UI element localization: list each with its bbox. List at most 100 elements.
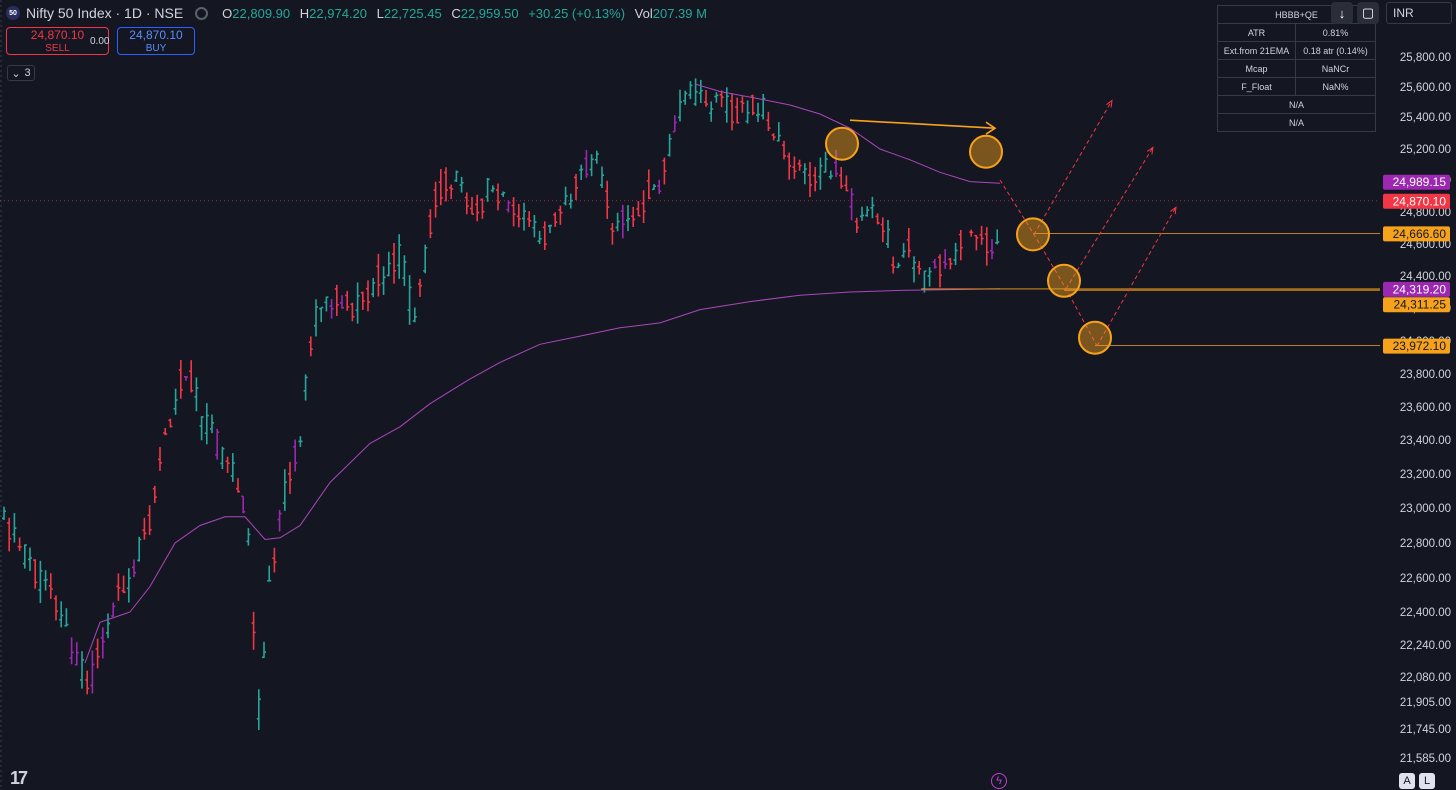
ohlc-bar [641,190,646,223]
ohlc-bar [64,608,69,627]
ohlc-bar [844,175,849,192]
y-axis-tick-label: 23,600.00 [1400,402,1451,414]
ohlc-bar [464,192,469,215]
ohlc-bar [288,461,292,495]
ohlc-bar [329,299,334,319]
ohlc-bar [199,416,204,441]
ohlc-bar [995,229,1000,245]
price-label: 24,311.25 [1394,298,1447,312]
ohlc-bar [308,336,313,357]
ohlc-bar [485,177,490,202]
ohlc-bar [28,547,32,571]
download-icon[interactable]: ↓ [1331,2,1353,24]
ohlc-bar [54,595,58,621]
ohlc-bar [272,547,277,573]
y-axis-tick-label: 22,800.00 [1400,538,1451,550]
ohlc-bar [210,414,214,434]
ohlc-bar [17,537,22,551]
ohlc-bar [293,439,298,472]
ohlc-bar [59,601,64,628]
ohlc-bar [548,224,552,234]
y-axis-tick-label: 22,080.00 [1400,672,1451,684]
lightning-icon[interactable]: ϟ [991,773,1007,789]
ohlc-bar [480,198,485,219]
y-axis-tick-label: 21,585.00 [1400,753,1451,765]
price-label: 24,319.20 [1393,282,1447,296]
ohlc-bar [615,212,620,232]
ohlc-bar [360,291,365,310]
indicators-toggle[interactable]: ⌄ 3 [7,65,35,81]
highlight-circle [1078,320,1112,355]
ohlc-bar [579,164,584,180]
ohlc-bar [631,206,636,228]
ohlc-bar [386,251,391,277]
ohlc-bar [797,159,802,171]
ohlc-bar [771,133,776,141]
ohlc-bar [808,161,812,198]
ohlc-bar [688,81,693,100]
ohlc-bar [189,360,194,393]
ohlc-bar [230,453,235,482]
ohlc-bar [433,181,438,218]
ohlc-bar [719,90,724,108]
log-scale-button[interactable]: L [1419,773,1435,789]
ohlc-bar [714,92,719,103]
ohlc-bar [891,256,896,274]
ohlc-bar [418,278,422,297]
sell-button[interactable]: 24,870.10 SELL [6,27,109,55]
ohlc-bar [969,229,974,237]
symbol-title[interactable]: Nifty 50 Index · 1D · NSE [26,5,184,21]
ohlc-bar [875,213,880,225]
y-axis-tick-label: 21,905.00 [1400,697,1451,709]
ohlc-bar [334,284,339,316]
ohlc-bar [2,506,6,521]
ohlc-bar [412,307,417,323]
buy-price: 24,870.10 [129,28,183,42]
y-axis-tick-label: 25,600.00 [1400,82,1451,94]
ohlc-bar [735,97,740,124]
auto-scale-button[interactable]: A [1399,773,1415,789]
highlight-circle [969,134,1003,169]
ohlc-bar [761,93,766,120]
ohlc-bar [454,170,459,182]
projection-up-line [1065,147,1154,290]
table-row: Ext.from 21EMA 0.18 atr (0.14%) [1217,41,1376,60]
ohlc-bar [511,197,516,227]
ohlc-bar [7,517,12,552]
ohlc-bar [922,270,927,293]
screenshot-icon[interactable]: ▢ [1357,2,1379,24]
ohlc-bar [646,169,651,200]
price-label-bg [1383,281,1450,297]
ohlc-bar [927,267,932,287]
ohlc-bar [813,166,818,192]
table-na-1: N/A [1217,95,1376,114]
projection-arrowhead [1147,146,1154,155]
table-row: F_Float NaN% [1217,77,1376,96]
ohlc-bar [423,244,428,274]
ohlc-bar [111,602,116,617]
trend-arrow-line [849,119,996,129]
ohlc-bar [225,456,230,473]
ohlc-bar [163,428,168,436]
volume-value: 207.39 M [652,5,707,21]
ohlc-bar [740,96,745,113]
ohlc-bar [943,249,948,269]
ohlc-bar [350,302,355,322]
chevron-down-icon: ⌄ [11,67,21,80]
ohlc-bar [95,638,100,669]
ohlc-bar [147,505,152,536]
ohlc-bar [267,565,272,582]
sell-label: SELL [45,43,70,54]
ohlc-bar [345,290,350,311]
ohlc-bar [979,225,984,245]
table-na-2: N/A [1217,113,1376,132]
currency-select[interactable]: INR [1386,2,1452,24]
ohlc-bar [589,154,594,177]
buy-button[interactable]: 24,870.10 BUY [117,27,195,55]
ohlc-bar [449,184,454,200]
ohlc-bar [80,651,84,689]
ohlc-bar [90,650,95,694]
price-label: 24,870.10 [1393,194,1447,208]
ohlc-bar [256,689,261,730]
